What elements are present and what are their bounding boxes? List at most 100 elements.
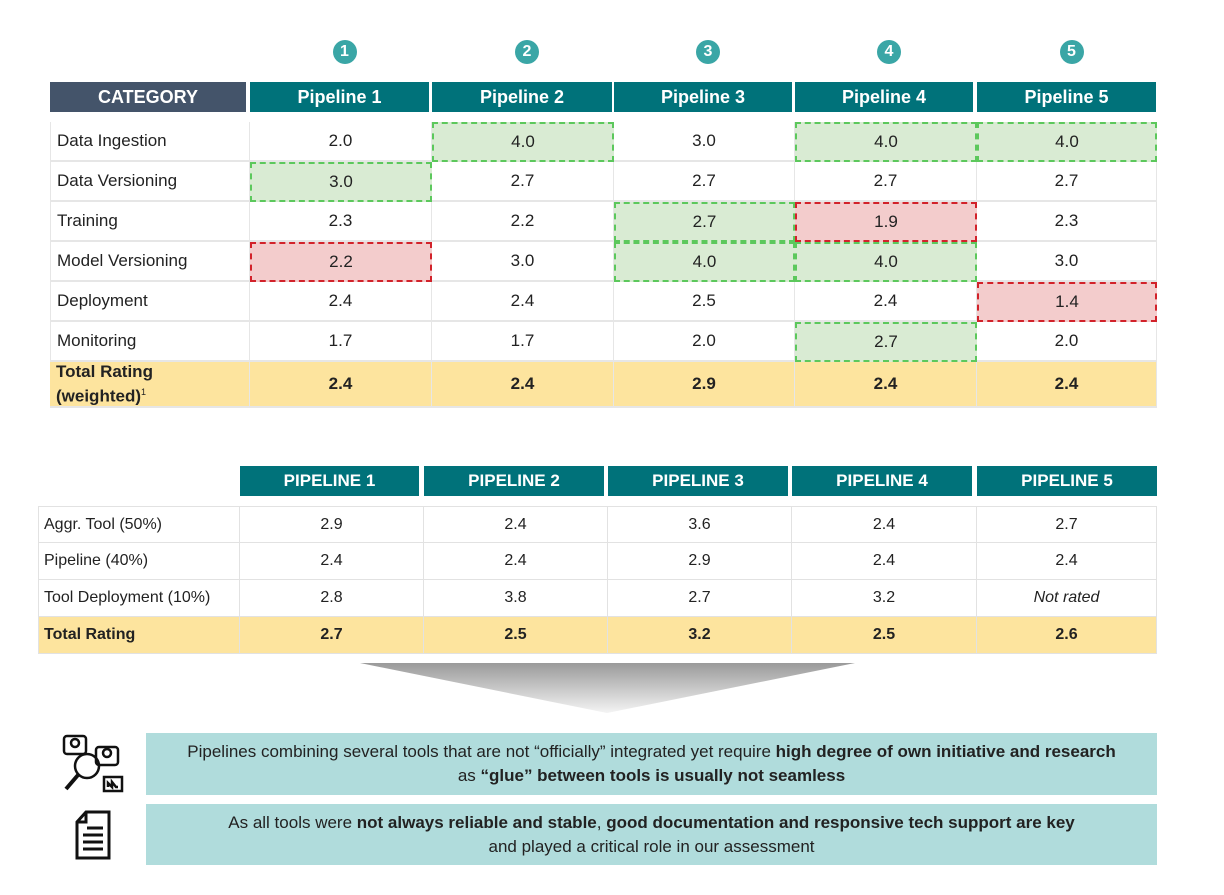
total-score-cell: 2.9 xyxy=(614,362,795,408)
score-cell: 3.0 xyxy=(977,242,1157,282)
category-header: CATEGORY xyxy=(50,82,246,112)
score-cell-worst: 1.4 xyxy=(977,282,1157,322)
score-cell: 2.5 xyxy=(614,282,795,322)
pipeline-header: PIPELINE 3 xyxy=(608,466,788,496)
insight-integration: Pipelines combining several tools that a… xyxy=(146,733,1157,795)
score-cell: 2.0 xyxy=(614,322,795,362)
score-cell: 1.7 xyxy=(250,322,432,362)
pipeline-header: PIPELINE 1 xyxy=(240,466,419,496)
total-score-cell: 2.7 xyxy=(240,617,424,654)
score-cell: 2.4 xyxy=(792,543,977,580)
weight-label: Aggr. Tool (50%) xyxy=(38,506,240,543)
insight-text: As all tools were xyxy=(228,812,357,832)
pipeline-number-badge: 4 xyxy=(877,40,901,64)
score-cell: 2.7 xyxy=(608,580,792,617)
score-cell: 2.3 xyxy=(977,202,1157,242)
pipeline-number-badge: 5 xyxy=(1059,40,1084,64)
score-cell: 2.3 xyxy=(250,202,432,242)
category-label: Data Ingestion xyxy=(50,122,250,162)
total-label-weighted: (weighted)1 xyxy=(56,382,146,407)
score-cell: 2.4 xyxy=(240,543,424,580)
score-cell-best: 3.0 xyxy=(250,162,432,202)
score-cell: 3.0 xyxy=(432,242,614,282)
insight-bold: good documentation and responsive tech s… xyxy=(606,812,1075,832)
score-cell: 2.9 xyxy=(608,543,792,580)
insight-text: Pipelines combining several tools that a… xyxy=(187,742,776,761)
pipeline-header: Pipeline 1 xyxy=(250,82,429,112)
score-cell-worst: 2.2 xyxy=(250,242,432,282)
score-cell: Not rated xyxy=(977,580,1157,617)
pipeline-number-badge: 1 xyxy=(332,40,357,64)
score-cell: 2.7 xyxy=(977,162,1157,202)
score-cell: 1.7 xyxy=(432,322,614,362)
pipeline-header: PIPELINE 2 xyxy=(424,466,604,496)
category-label: Model Versioning xyxy=(50,242,250,282)
pipeline-number-badge: 2 xyxy=(515,40,539,64)
weight-label: Pipeline (40%) xyxy=(38,543,240,580)
score-cell-best: 2.7 xyxy=(795,322,977,362)
category-label: Deployment xyxy=(50,282,250,322)
total-score-cell: 2.4 xyxy=(977,362,1157,408)
score-cell: 2.4 xyxy=(250,282,432,322)
weight-label: Tool Deployment (10%) xyxy=(38,580,240,617)
total-score-cell: 2.5 xyxy=(792,617,977,654)
total-rating-label: Total Rating xyxy=(38,617,240,654)
pipeline-header: Pipeline 4 xyxy=(795,82,973,112)
total-score-cell: 2.5 xyxy=(424,617,608,654)
score-cell: 2.4 xyxy=(424,506,608,543)
total-score-cell: 2.6 xyxy=(977,617,1157,654)
pipeline-header: Pipeline 2 xyxy=(432,82,612,112)
arrow-down-shape xyxy=(360,663,855,713)
score-cell: 3.0 xyxy=(614,122,795,162)
total-score-cell: 3.2 xyxy=(608,617,792,654)
total-score-cell: 2.4 xyxy=(432,362,614,408)
total-score-cell: 2.4 xyxy=(795,362,977,408)
score-cell-best: 4.0 xyxy=(432,122,614,162)
pipeline-header: Pipeline 3 xyxy=(614,82,792,112)
score-cell: 2.4 xyxy=(432,282,614,322)
score-cell: 2.7 xyxy=(614,162,795,202)
score-cell: 3.8 xyxy=(424,580,608,617)
research-team-icon xyxy=(62,734,124,793)
category-label: Data Versioning xyxy=(50,162,250,202)
pipeline-header: PIPELINE 5 xyxy=(977,466,1157,496)
score-cell: 2.0 xyxy=(977,322,1157,362)
score-cell-best: 4.0 xyxy=(795,242,977,282)
score-cell-best: 4.0 xyxy=(977,122,1157,162)
score-cell: 2.7 xyxy=(977,506,1157,543)
insight-text: and played a critical role in our assess… xyxy=(488,836,815,856)
score-cell: 2.4 xyxy=(977,543,1157,580)
document-icon xyxy=(75,810,111,860)
pipeline-header: Pipeline 5 xyxy=(977,82,1156,112)
pipeline-header: PIPELINE 4 xyxy=(792,466,972,496)
insight-bold: not always reliable and stable xyxy=(356,812,597,832)
score-cell-worst: 1.9 xyxy=(795,202,977,242)
insight-text: as xyxy=(457,766,481,785)
insight-text: , xyxy=(596,812,607,832)
insight-documentation: As all tools were not always reliable an… xyxy=(146,804,1157,865)
total-rating-label: Total Rating (weighted)1 xyxy=(50,362,250,408)
score-cell: 3.6 xyxy=(608,506,792,543)
score-cell: 3.2 xyxy=(792,580,977,617)
total-label: Total Rating xyxy=(56,362,153,382)
total-label-weighted-text: (weighted) xyxy=(56,386,141,406)
score-cell-best: 4.0 xyxy=(795,122,977,162)
score-cell: 2.4 xyxy=(424,543,608,580)
total-score-cell: 2.4 xyxy=(250,362,432,408)
score-cell: 2.7 xyxy=(432,162,614,202)
score-cell: 2.0 xyxy=(250,122,432,162)
score-cell: 2.9 xyxy=(240,506,424,543)
score-cell: 2.4 xyxy=(792,506,977,543)
score-cell: 2.7 xyxy=(795,162,977,202)
insight-bold: high degree of own initiative and resear… xyxy=(775,742,1116,761)
score-cell-best: 4.0 xyxy=(614,242,795,282)
score-cell: 2.2 xyxy=(432,202,614,242)
score-cell: 2.8 xyxy=(240,580,424,617)
score-cell: 2.4 xyxy=(795,282,977,322)
category-label: Training xyxy=(50,202,250,242)
pipeline-number-badge: 3 xyxy=(696,40,720,64)
score-cell-best: 2.7 xyxy=(614,202,795,242)
insight-bold: “glue” between tools is usually not seam… xyxy=(480,766,846,785)
footnote-marker: 1 xyxy=(141,387,147,398)
